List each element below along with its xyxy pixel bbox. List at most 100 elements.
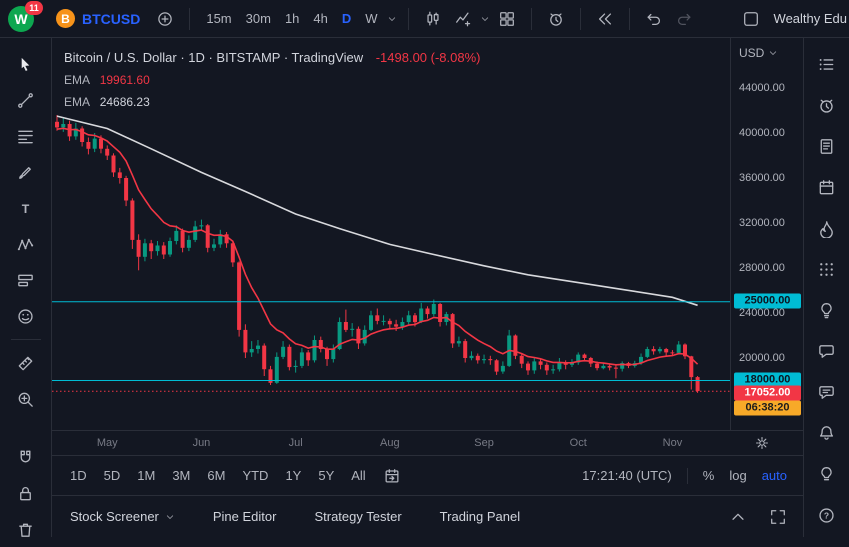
range-3m[interactable]: 3M [172,468,191,483]
range-1d[interactable]: 1D [70,468,87,483]
tab-label: Stock Screener [70,509,159,524]
main-area: Bitcoin / U.S. Dollar · 1D · BITSTAMP · … [52,38,803,537]
time-axis-label: Jul [288,437,303,449]
price-axis-label: 36000.00 [739,172,785,184]
long-position-icon[interactable] [0,262,51,298]
range-6m[interactable]: 6M [207,468,226,483]
hotlists-icon[interactable] [804,208,849,249]
timeframe-1h[interactable]: 1h [284,11,300,26]
ema-slow-legend[interactable]: EMA 24686.23 [64,95,481,109]
range-5y[interactable]: 5Y [318,468,335,483]
data-window-icon[interactable] [804,249,849,290]
svg-text:?: ? [824,511,829,521]
timeframe-dropdown-icon[interactable] [387,14,397,24]
chart-pane[interactable]: Bitcoin / U.S. Dollar · 1D · BITSTAMP · … [52,38,730,430]
chart-type-icon[interactable] [424,10,442,28]
ema-slow-label: EMA [64,95,90,109]
candlestick-chart[interactable] [52,38,730,430]
tab-trading-panel[interactable]: Trading Panel [440,509,520,524]
price-axis-label: 28000.00 [739,262,785,274]
bar-replay-icon[interactable] [596,10,614,28]
bitcoin-glyph: B [61,11,70,26]
divider [628,7,630,30]
price-axis-label: 32000.00 [739,217,785,229]
ema-slow-line [56,115,698,307]
save-layout-icon[interactable] [742,10,760,28]
level-price-badge: 18000.00 [734,372,801,387]
indicators-icon[interactable] [454,10,472,28]
chart-settings-gear-icon[interactable] [754,435,770,451]
compare-add-icon[interactable] [156,10,174,28]
timeframe-d[interactable]: D [341,11,352,26]
trash-icon[interactable] [0,511,51,547]
time-axis-label: Aug [380,437,400,449]
streams-icon[interactable] [804,372,849,413]
axis-currency-dropdown-icon[interactable] [768,48,778,58]
chevron-down-icon[interactable] [165,512,175,522]
timeframe-4h[interactable]: 4h [313,11,328,26]
redo-icon[interactable] [675,10,693,28]
timeframe-30m[interactable]: 30m [245,11,271,26]
range-1m[interactable]: 1M [137,468,156,483]
help-icon[interactable]: ? [804,495,849,536]
range-5d[interactable]: 5D [103,468,121,483]
time-axis-label: Oct [569,437,587,449]
trend-line-icon[interactable] [0,82,51,118]
range-all[interactable]: All [351,468,366,483]
watchlist-icon[interactable] [804,44,849,85]
axis-currency[interactable]: USD [739,46,778,60]
brush-icon[interactable] [0,154,51,190]
chart-legend: Bitcoin / U.S. Dollar · 1D · BITSTAMP · … [64,50,481,109]
ema-fast-label: EMA [64,73,90,87]
chart-title[interactable]: Bitcoin / U.S. Dollar · 1D · BITSTAMP · … [64,50,364,65]
alert-icon[interactable] [547,10,565,28]
log-scale-button[interactable]: log [729,468,747,483]
lightbulb-icon[interactable] [804,454,849,495]
tab-pine-editor[interactable]: Pine Editor [213,509,277,524]
bottom-range-toolbar: 1D 5D 1M 3M 6M YTD 1Y 5Y All 17:21:40 (UTC) % lo… [52,455,803,495]
measure-icon[interactable] [0,345,51,381]
tab-strategy-tester[interactable]: Strategy Tester [314,509,401,524]
calendar-icon[interactable] [804,167,849,208]
price-axis[interactable]: USD 44000.00 40000.00 36000.00 32000.00 2800… [730,38,803,430]
magnet-icon[interactable] [0,439,51,475]
undo-icon[interactable] [645,10,663,28]
tab-stock-screener[interactable]: Stock Screener [70,509,175,524]
ema-fast-legend[interactable]: EMA 19961.60 [64,73,481,87]
timeframe-w[interactable]: W [365,11,378,26]
chat-icon[interactable] [804,331,849,372]
collapse-panel-icon[interactable] [729,508,747,526]
fib-retracement-icon[interactable] [0,118,51,154]
layout-name[interactable]: Wealthy Edu [773,11,847,26]
emoji-icon[interactable] [0,298,51,334]
layout-grid-icon[interactable] [498,10,516,28]
tabs-group: Stock Screener Pine Editor Strategy Tester… [70,509,558,524]
time-axis[interactable]: May Jun Jul Aug Sep Oct Nov [52,430,803,455]
ideas-icon[interactable] [804,290,849,331]
time-axis-label: Nov [662,437,683,449]
indicators-dropdown-icon[interactable] [480,14,490,24]
divider [407,7,409,30]
divider [579,7,581,30]
xabcd-pattern-icon[interactable] [0,226,51,262]
clock[interactable]: 17:21:40 (UTC) [582,468,672,483]
price-axis-label: 20000.00 [739,352,785,364]
timeframe-15m[interactable]: 15m [206,11,232,26]
alerts-icon[interactable] [804,85,849,126]
notifications-icon[interactable] [804,413,849,454]
percent-scale-button[interactable]: % [702,468,715,483]
logo-letter: W [14,10,28,27]
symbol-button[interactable]: BTCUSD [82,10,141,27]
auto-scale-button[interactable]: auto [761,468,787,483]
expand-panel-icon[interactable] [769,508,787,526]
lock-icon[interactable] [0,475,51,511]
range-1y[interactable]: 1Y [285,468,302,483]
goto-date-icon[interactable] [383,467,401,485]
zoom-icon[interactable] [0,381,51,417]
bar-countdown-badge: 06:38:20 [734,400,801,416]
account-avatar[interactable]: W 11 [8,0,43,32]
range-ytd[interactable]: YTD [242,468,269,483]
cursor-icon[interactable] [0,46,51,82]
text-icon[interactable]: T [0,190,51,226]
news-icon[interactable] [804,126,849,167]
